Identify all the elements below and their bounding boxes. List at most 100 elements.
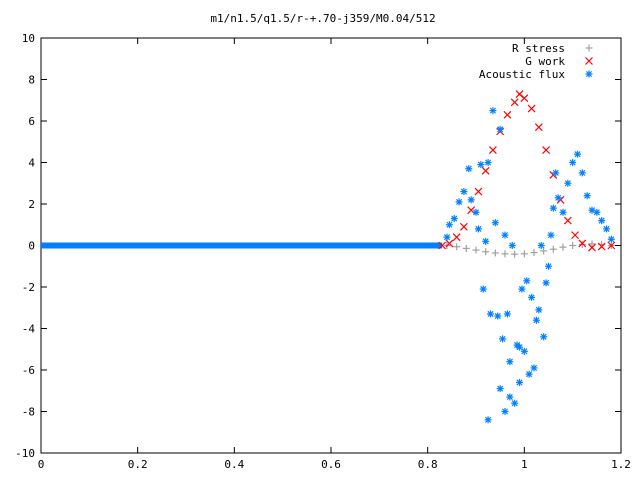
data-point (503, 110, 512, 119)
data-point (547, 231, 555, 239)
data-point (588, 240, 596, 248)
data-point (459, 222, 468, 231)
y-tick-label: -10 (15, 447, 35, 460)
data-point (479, 285, 487, 293)
data-point (445, 221, 453, 229)
y-tick-label: -2 (22, 281, 35, 294)
data-point (506, 393, 514, 401)
data-point (508, 242, 516, 249)
data-point (443, 233, 451, 241)
y-tick-label: 0 (28, 240, 35, 253)
y-tick-label: 10 (22, 32, 35, 45)
x-tick-label: 0.6 (321, 458, 341, 471)
data-point (532, 316, 540, 324)
data-point (474, 225, 482, 233)
data-point (477, 161, 485, 169)
data-point (583, 192, 591, 200)
legend-marker (585, 57, 593, 65)
legend-marker (585, 70, 593, 78)
data-point (499, 335, 507, 343)
axes: 0 0.2 0.4 0.6 0.8 1 1.2 10 8 6 4 2 0 -2 -4 -6 -8 -10 (15, 32, 631, 471)
x-tick-label: 0.4 (224, 458, 244, 471)
x-tick-label: 1.2 (611, 458, 631, 471)
data-point (482, 248, 490, 256)
data-marks (41, 90, 616, 424)
data-point (527, 104, 536, 113)
data-point (501, 231, 509, 239)
data-point (438, 241, 447, 250)
data-point (540, 247, 548, 255)
data-point (593, 208, 601, 216)
data-point (467, 196, 475, 204)
data-point (569, 159, 577, 166)
y-tick-label: 8 (28, 74, 35, 87)
series-acoustic-flux (443, 107, 615, 424)
data-point (537, 242, 545, 249)
y-tick-label: 6 (28, 115, 35, 128)
data-point (540, 333, 548, 341)
data-point (542, 146, 551, 154)
data-point (472, 208, 480, 216)
legend-label: G work (525, 55, 565, 68)
chart-title: m1/n1.5/q1.5/r-+.70-j359/M0.04/512 (210, 12, 435, 25)
data-point (530, 249, 538, 257)
data-point (574, 150, 581, 158)
data-point (520, 250, 528, 258)
data-point (460, 188, 468, 196)
series-r-stress (443, 240, 615, 258)
data-point (450, 215, 458, 223)
data-point (453, 243, 461, 251)
data-point (518, 285, 526, 293)
data-point (462, 244, 470, 252)
y-tick-label: -4 (22, 323, 36, 336)
data-point (549, 204, 557, 212)
data-point (571, 231, 580, 240)
data-point (578, 239, 587, 248)
data-point (569, 242, 577, 249)
data-point (474, 187, 483, 196)
data-point (563, 216, 572, 225)
data-point (489, 107, 497, 115)
data-point (559, 208, 567, 216)
data-point (455, 198, 463, 206)
data-point (452, 233, 461, 242)
data-point (465, 165, 473, 173)
data-point (472, 246, 480, 254)
data-point (494, 312, 502, 320)
data-point (516, 343, 523, 351)
data-point (484, 416, 492, 424)
data-point (501, 408, 509, 415)
data-point (588, 243, 596, 252)
data-point (534, 123, 543, 132)
data-point (578, 240, 586, 248)
data-point (528, 293, 536, 301)
data-point (598, 217, 606, 225)
data-point (482, 237, 490, 245)
legend-label: R stress (512, 42, 565, 55)
data-point (552, 169, 560, 177)
data-point (511, 399, 519, 407)
data-point (578, 169, 586, 177)
data-point (496, 125, 504, 133)
data-point (491, 219, 499, 227)
data-point (503, 310, 511, 318)
data-point (491, 249, 499, 257)
data-point (535, 306, 543, 314)
data-point (496, 385, 504, 393)
data-point (487, 310, 494, 318)
data-point (484, 159, 492, 166)
data-point (597, 242, 606, 251)
legend-marker (585, 44, 593, 52)
data-point (445, 239, 454, 248)
data-point (516, 378, 523, 386)
x-tick-label: 0.8 (418, 458, 438, 471)
y-tick-label: 2 (28, 198, 35, 211)
data-point (511, 250, 519, 258)
data-point (603, 225, 610, 233)
data-point (510, 98, 519, 107)
data-point (520, 94, 529, 103)
data-point (525, 370, 533, 378)
y-tick-label: -8 (22, 406, 35, 419)
